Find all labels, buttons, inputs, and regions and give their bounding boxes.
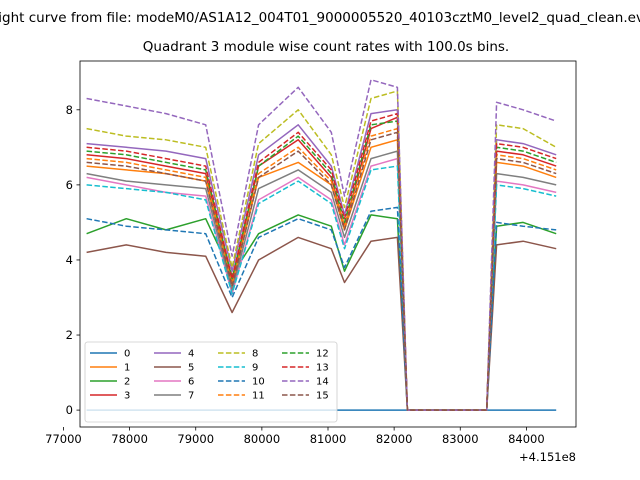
legend-label-13: 13 [316,363,329,374]
y-tick-label: 4 [66,253,73,267]
x-tick-label: 81000 [310,432,347,446]
legend-label-5: 5 [188,363,194,374]
y-tick-label: 0 [66,403,73,417]
x-tick-label: 83000 [442,432,479,446]
plot-area [86,79,557,411]
legend-label-2: 2 [124,377,130,388]
figure-suptitle: Light curve from file: modeM0/AS1A12_004… [0,10,640,26]
y-tick-label: 6 [66,178,73,192]
legend-frame [84,341,338,423]
x-offset-label: +4.151e8 [519,450,576,464]
legend-label-6: 6 [188,377,194,388]
legend-label-4: 4 [188,349,194,360]
legend-label-3: 3 [124,391,130,402]
legend-label-8: 8 [252,349,258,360]
legend-label-14: 14 [316,377,329,388]
legend-label-7: 7 [188,391,194,402]
legend-label-12: 12 [316,349,329,360]
legend-label-15: 15 [316,391,329,402]
y-tick-label: 2 [66,328,73,342]
legend-label-10: 10 [252,377,265,388]
series-line-15 [86,131,557,411]
x-tick-label: 82000 [376,432,413,446]
x-tick-label: 84000 [508,432,545,446]
series-line-9 [86,165,557,411]
legend-label-1: 1 [124,363,130,374]
legend-label-11: 11 [252,391,265,402]
y-tick-label: 8 [66,103,73,117]
legend-label-0: 0 [124,349,130,360]
x-tick-label: 78000 [111,432,148,446]
x-tick-label: 77000 [45,432,82,446]
axes: 77000 78000 79000 80000 81000 82000 83000 84000… [45,60,577,464]
x-tick-label: 79000 [177,432,214,446]
chart-title: Quadrant 3 module wise count rates with … [143,39,509,55]
x-tick-label: 80000 [244,432,281,446]
legend-label-9: 9 [252,363,258,374]
